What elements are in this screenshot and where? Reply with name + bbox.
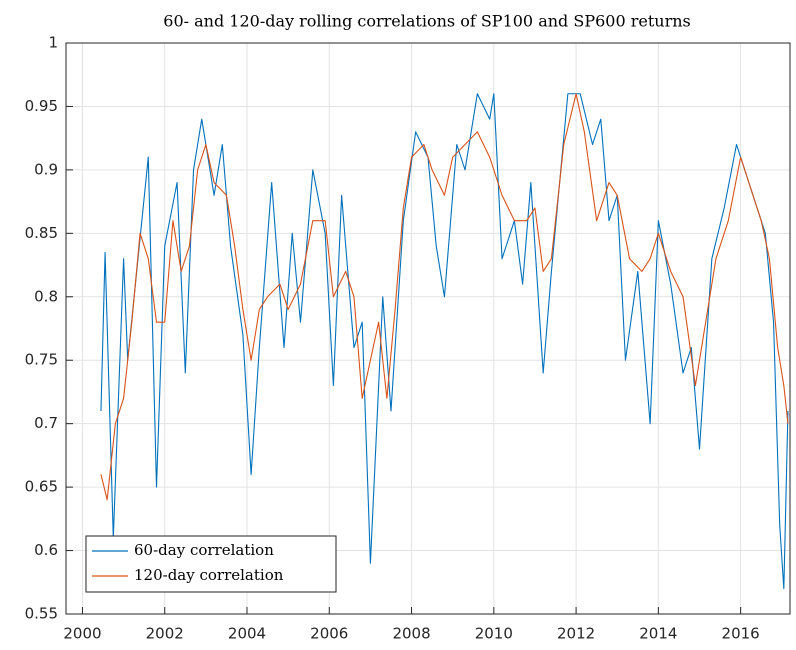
x-tick-label: 2016 bbox=[722, 625, 760, 643]
x-tick-label: 2010 bbox=[475, 625, 513, 643]
data-line bbox=[100, 93, 789, 501]
x-tick-label: 2000 bbox=[63, 625, 101, 643]
y-tick-label: 0.8 bbox=[34, 287, 58, 305]
y-tick-label: 0.95 bbox=[25, 97, 58, 115]
legend-label: 60-day correlation bbox=[134, 541, 274, 559]
y-tick-label: 0.55 bbox=[25, 605, 58, 623]
axes-box bbox=[65, 42, 791, 615]
data-line bbox=[100, 93, 789, 590]
y-tick-label: 0.75 bbox=[25, 351, 58, 369]
y-tick-label: 1 bbox=[48, 34, 58, 52]
y-tick-label: 0.6 bbox=[34, 541, 58, 559]
y-tick-label: 0.65 bbox=[25, 478, 58, 496]
x-tick-label: 2014 bbox=[639, 625, 677, 643]
x-tick-label: 2006 bbox=[310, 625, 348, 643]
x-tick-label: 2012 bbox=[557, 625, 595, 643]
x-tick-label: 2004 bbox=[228, 625, 266, 643]
y-tick-label: 0.9 bbox=[34, 160, 58, 178]
y-tick-label: 0.85 bbox=[25, 224, 58, 242]
legend-box bbox=[85, 535, 337, 593]
chart-title: 60- and 120-day rolling correlations of … bbox=[163, 12, 690, 31]
x-tick-label: 2002 bbox=[146, 625, 184, 643]
x-tick-label: 2008 bbox=[392, 625, 430, 643]
legend-label: 120-day correlation bbox=[134, 566, 284, 584]
y-tick-label: 0.7 bbox=[34, 414, 58, 432]
